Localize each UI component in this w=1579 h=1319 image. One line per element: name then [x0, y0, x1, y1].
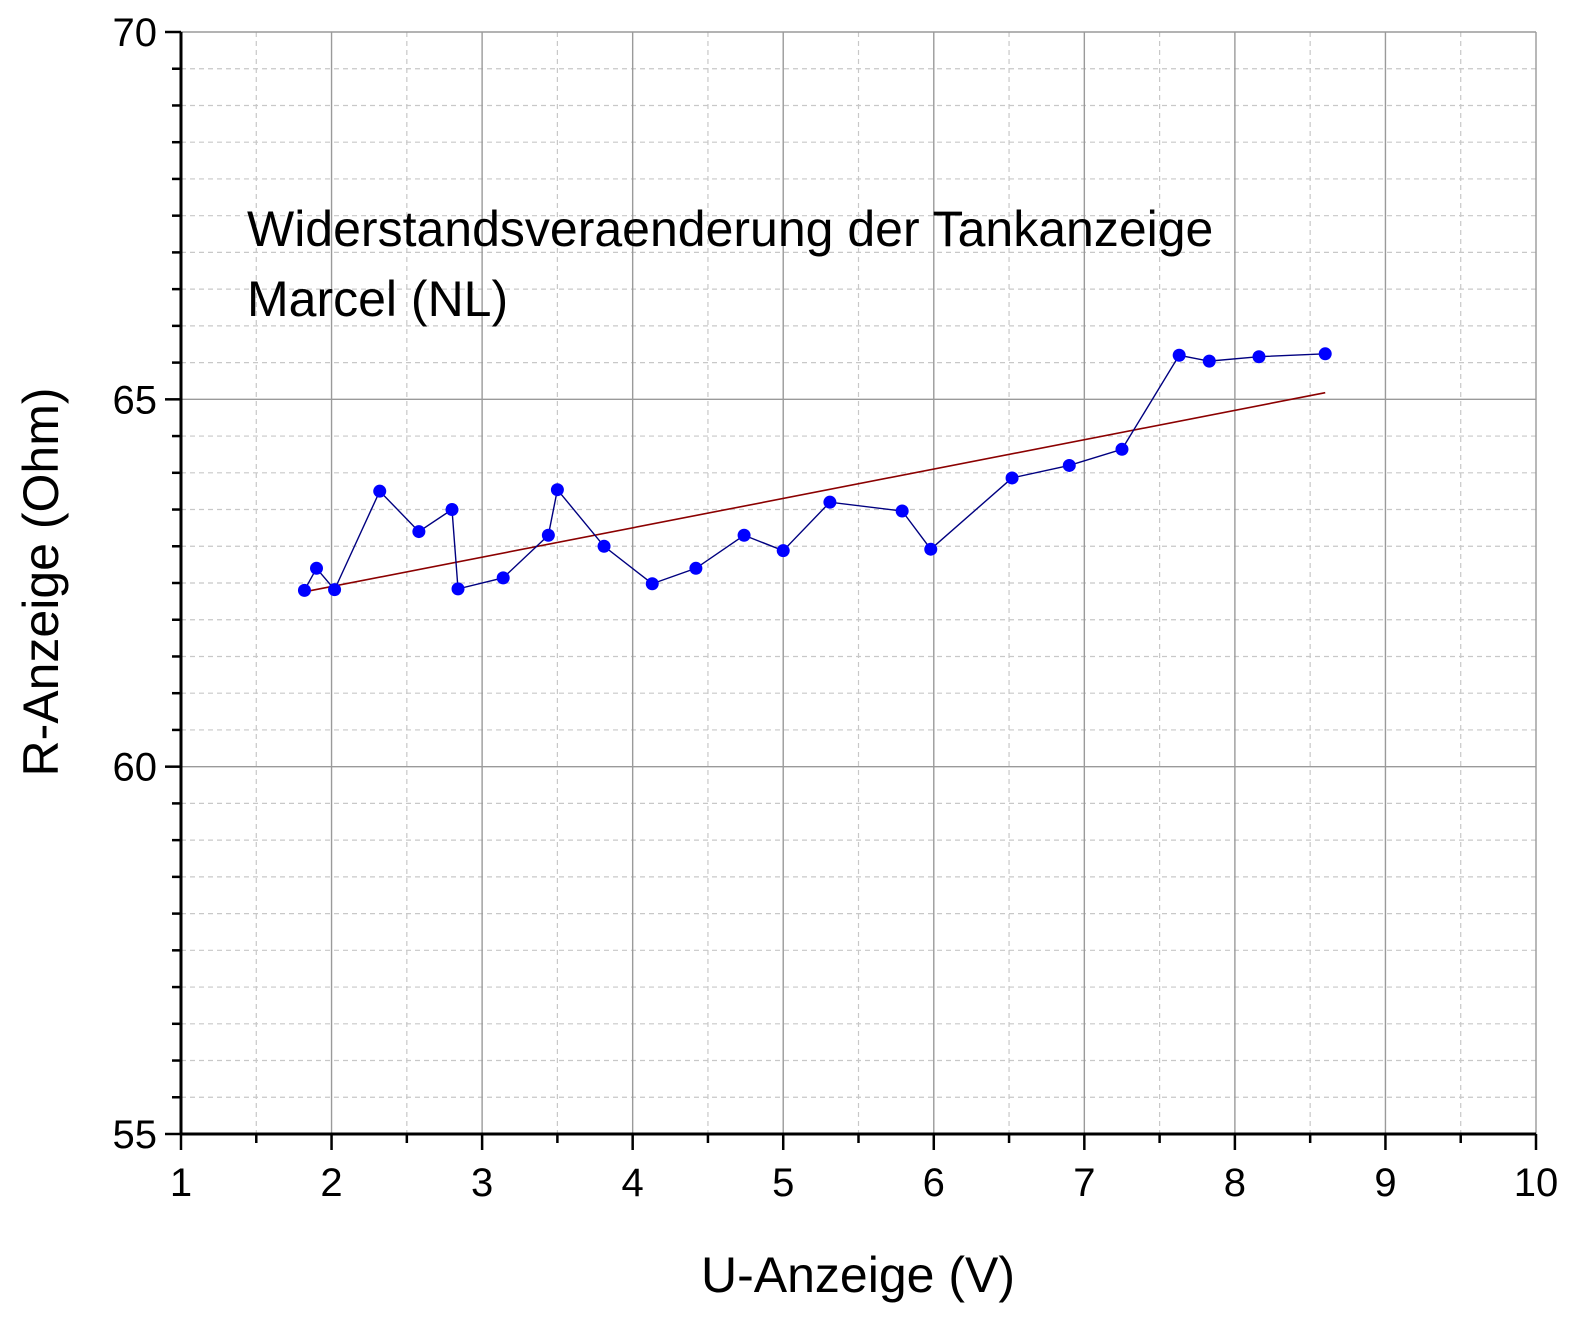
data-point: [1252, 350, 1266, 364]
x-tick-label: 2: [320, 1161, 342, 1205]
data-point: [823, 495, 837, 509]
data-point: [776, 544, 790, 558]
y-tick-label: 70: [113, 11, 158, 55]
y-tick-label: 65: [113, 378, 158, 422]
y-tick-label: 60: [113, 746, 158, 790]
x-tick-label: 6: [923, 1161, 945, 1205]
x-axis-title: U-Anzeige (V): [701, 1247, 1015, 1303]
tick-labels: 1 2 3 4 5 6 7 8 9 10 55 60 65 70: [113, 11, 1559, 1205]
data-point: [1318, 347, 1332, 361]
chart-annotation-line-2: Marcel (NL): [247, 271, 508, 327]
x-tick-label: 3: [471, 1161, 493, 1205]
x-tick-label: 8: [1224, 1161, 1246, 1205]
data-point: [597, 539, 611, 553]
data-point: [1005, 471, 1019, 485]
x-tick-label: 10: [1514, 1161, 1559, 1205]
series: [297, 347, 1332, 597]
data-point: [451, 582, 465, 596]
y-axis-title: R-Anzeige (Ohm): [13, 388, 69, 777]
data-point: [297, 583, 311, 597]
data-point: [895, 504, 909, 518]
y-tick-label: 55: [113, 1113, 158, 1157]
x-tick-label: 9: [1374, 1161, 1396, 1205]
data-point: [645, 577, 659, 591]
data-point: [1062, 458, 1076, 472]
x-tick-label: 4: [622, 1161, 644, 1205]
data-point: [541, 528, 555, 542]
data-point: [328, 583, 342, 597]
data-point: [1115, 442, 1129, 456]
x-tick-label: 1: [170, 1161, 192, 1205]
data-point: [310, 561, 323, 575]
data-point: [689, 561, 703, 575]
grid: [181, 31, 1537, 1134]
data-point: [496, 571, 510, 585]
data-point: [1202, 354, 1216, 368]
data-point: [924, 542, 938, 556]
x-tick-label: 7: [1073, 1161, 1095, 1205]
data-point: [737, 528, 751, 542]
data-point: [412, 525, 426, 539]
data-point: [550, 483, 564, 497]
x-tick-label: 5: [772, 1161, 794, 1205]
chart-annotation-line-1: Widerstandsveraenderung der Tankanzeige: [247, 201, 1213, 257]
data-point: [445, 503, 459, 517]
data-point: [1172, 348, 1186, 362]
ticks: [165, 30, 1538, 1150]
series-fit-line: [304, 391, 1326, 593]
series-data-line: [303, 353, 1326, 591]
data-point: [373, 484, 387, 498]
